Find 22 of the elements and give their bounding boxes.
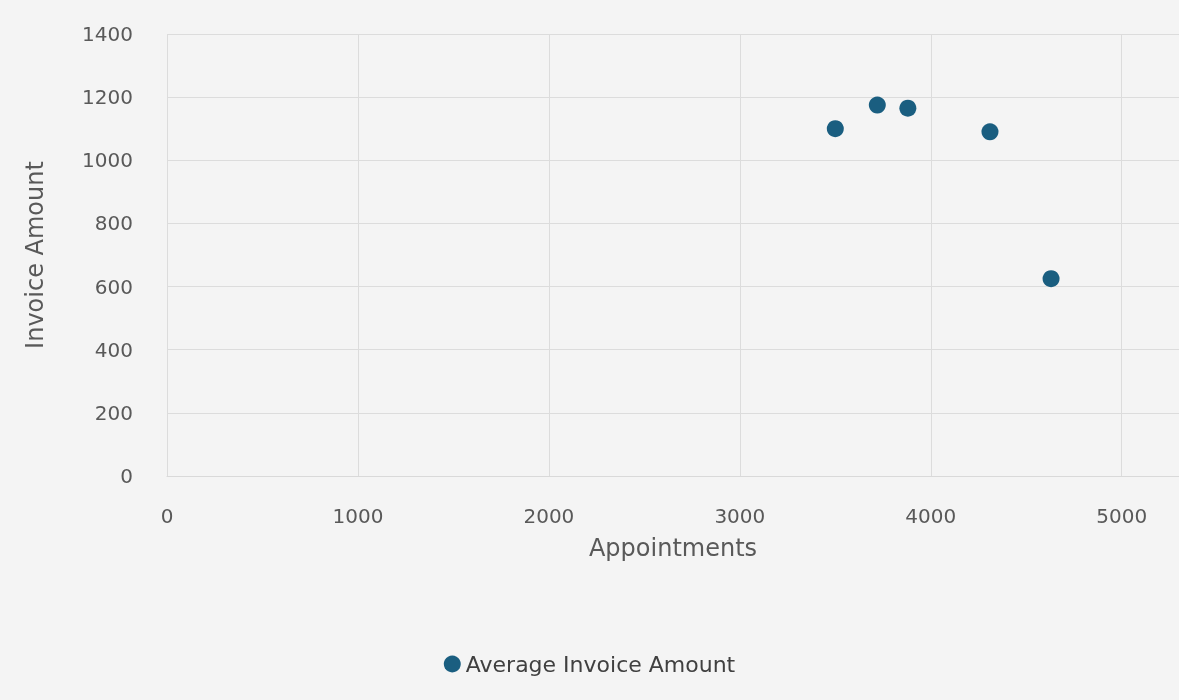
legend-label: Average Invoice Amount (465, 651, 736, 677)
x-tick-label: 2000 (523, 504, 575, 528)
y-tick-label: 600 (94, 274, 133, 299)
y-tick-label: 1200 (82, 85, 133, 110)
point (981, 123, 999, 141)
point (1042, 270, 1060, 288)
y-tick-label: 200 (94, 400, 133, 425)
x-tick-label: 1000 (332, 504, 384, 528)
x-tick-label: 4000 (905, 504, 957, 528)
point (868, 96, 886, 114)
x-axis-title: Appointments (588, 534, 758, 562)
y-tick-label: 400 (94, 337, 133, 362)
x-tick-label: 0 (160, 504, 174, 528)
y-tick-label: 1000 (82, 148, 133, 173)
y-axis-title: Invoice Amount (21, 161, 49, 349)
y-tick-label: 0 (120, 464, 133, 488)
point (826, 120, 844, 138)
point (899, 99, 917, 117)
y-tick-label: 800 (94, 211, 133, 236)
y-tick-label: 1400 (82, 22, 133, 46)
x-tick-label: 3000 (714, 504, 766, 528)
x-tick-label: 5000 (1096, 504, 1148, 528)
